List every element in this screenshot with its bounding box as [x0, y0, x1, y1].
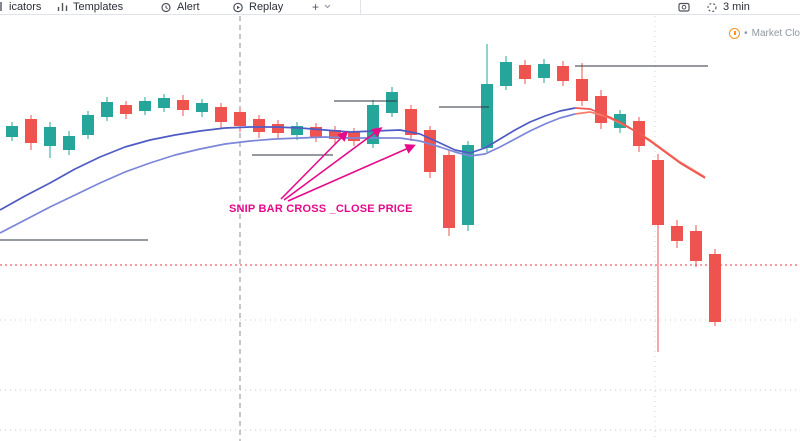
ma-fast-line	[0, 107, 706, 211]
replay-icon	[232, 1, 244, 13]
add-button[interactable]: +	[312, 0, 331, 14]
timeframe-clock-icon	[706, 1, 718, 13]
market-status: • Market Clo	[729, 28, 800, 39]
top-toolbar: icators Templates Alert Replay +	[0, 0, 800, 15]
indicators-label: icators	[9, 0, 42, 13]
market-status-text: Market Clo	[751, 28, 800, 39]
templates-label: Templates	[73, 0, 124, 13]
grid-lines	[0, 319, 800, 431]
templates-icon	[57, 1, 68, 12]
templates-button[interactable]: Templates	[57, 0, 123, 14]
indicators-icon	[0, 1, 4, 12]
chevron-down-icon	[324, 4, 331, 9]
plus-icon: +	[312, 0, 320, 14]
camera-icon	[678, 1, 690, 12]
screenshot-button[interactable]	[678, 0, 690, 14]
price-level-lines[interactable]	[0, 65, 708, 241]
indicators-button[interactable]: icators	[0, 0, 41, 14]
timeframe-label: 3 min	[723, 0, 750, 13]
replay-label: Replay	[249, 0, 284, 13]
alert-clock-icon	[160, 1, 172, 13]
market-closed-icon	[729, 28, 741, 39]
toolbar-divider	[360, 0, 361, 14]
annotation-arrows[interactable]	[280, 127, 416, 202]
candles	[6, 44, 721, 352]
timeframe-button[interactable]: 3 min	[706, 0, 750, 14]
alert-label: Alert	[177, 0, 200, 13]
replay-button[interactable]: Replay	[232, 0, 283, 14]
alert-button[interactable]: Alert	[160, 0, 200, 14]
market-status-bullet: •	[744, 28, 748, 39]
annotation-text[interactable]: SNIP BAR CROSS _CLOSE PRICE	[229, 203, 413, 215]
